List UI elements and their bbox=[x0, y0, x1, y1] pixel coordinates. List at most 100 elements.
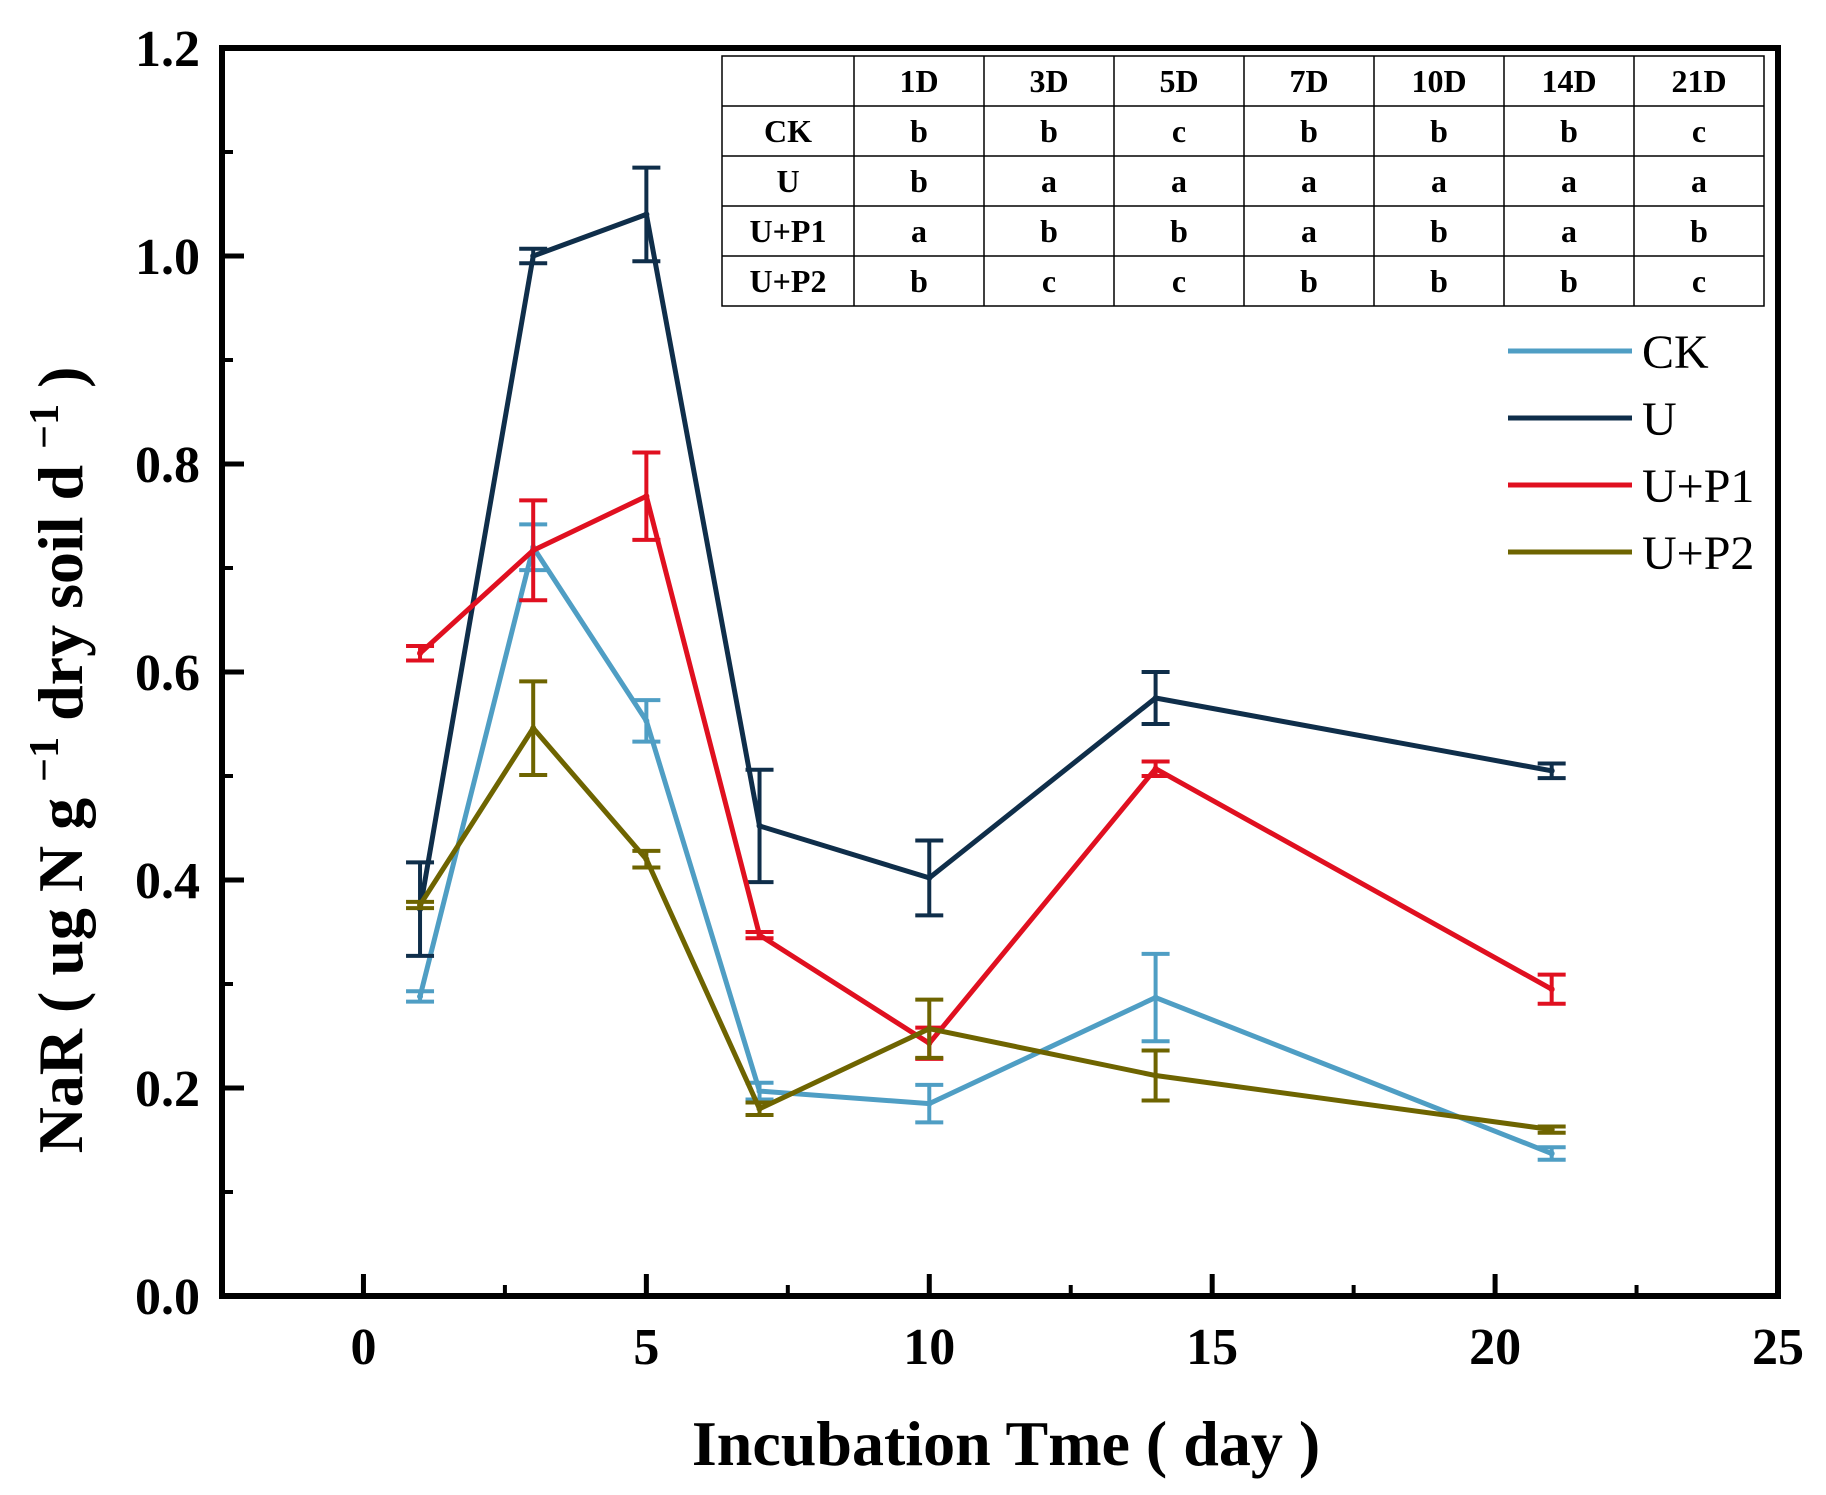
legend-label: U+P1 bbox=[1642, 460, 1754, 513]
error-bar bbox=[745, 930, 774, 941]
table-cell: b bbox=[910, 163, 928, 199]
error-bar bbox=[1537, 1145, 1566, 1162]
table-cell: a bbox=[1041, 163, 1057, 199]
data-point bbox=[530, 253, 537, 259]
table-cell: b bbox=[1690, 213, 1708, 249]
x-tick-label: 5 bbox=[633, 1319, 659, 1376]
table-cell: CK bbox=[764, 113, 812, 149]
data-point bbox=[1152, 1072, 1159, 1079]
data-point bbox=[643, 493, 650, 500]
series-u bbox=[406, 165, 1566, 958]
error-bar bbox=[519, 498, 548, 603]
y-tick-label: 0.8 bbox=[135, 437, 200, 494]
legend-label: U+P2 bbox=[1642, 527, 1754, 580]
table-header-cell: 14D bbox=[1541, 63, 1596, 99]
data-point bbox=[1152, 695, 1159, 701]
error-bar bbox=[632, 698, 661, 744]
table-cell: b bbox=[1300, 263, 1318, 299]
y-axis-title-main: NaR ( ug N g bbox=[25, 798, 96, 1154]
data-point bbox=[417, 993, 424, 1000]
error-bar bbox=[915, 838, 944, 918]
table-cell: a bbox=[1171, 163, 1187, 199]
error-bar bbox=[1537, 761, 1566, 781]
data-point bbox=[530, 725, 537, 732]
table-cell: b bbox=[1430, 113, 1448, 149]
error-bar bbox=[745, 1100, 774, 1118]
error-bar bbox=[1141, 951, 1170, 1044]
data-point bbox=[1548, 767, 1555, 774]
axes: 0 5 10 15 20 25 0.0 0.2 0.4 0.6 0.8 1.0 1.2 bbox=[135, 21, 1804, 1376]
legend: CK U U+P1 U+P2 bbox=[1508, 326, 1754, 580]
error-bar bbox=[1537, 1124, 1566, 1135]
table-header-cell: 5D bbox=[1159, 63, 1198, 99]
y-tick-label: 1.0 bbox=[135, 229, 200, 286]
table-cell: b bbox=[910, 263, 928, 299]
table-cell: b bbox=[1560, 263, 1578, 299]
series-ck bbox=[406, 522, 1566, 1162]
data-point bbox=[926, 1100, 933, 1107]
series-u-p1 bbox=[406, 450, 1566, 1061]
table-cell: U+P1 bbox=[750, 213, 827, 249]
x-tick-label: 10 bbox=[903, 1319, 955, 1376]
data-point bbox=[1152, 765, 1159, 772]
error-bar bbox=[406, 899, 435, 911]
table-cell: b bbox=[1430, 263, 1448, 299]
table-header-cell: 10D bbox=[1411, 63, 1466, 99]
table-cell: c bbox=[1692, 263, 1706, 299]
table-cell: U bbox=[776, 163, 799, 199]
legend-item-u-p2: U+P2 bbox=[1508, 527, 1754, 580]
error-bar bbox=[519, 246, 548, 266]
error-bar bbox=[632, 848, 661, 870]
data-point bbox=[643, 856, 650, 863]
data-point bbox=[926, 874, 933, 881]
error-bar bbox=[1537, 972, 1566, 1006]
legend-label: CK bbox=[1642, 326, 1709, 379]
series-line bbox=[417, 544, 1553, 1156]
data-point bbox=[1548, 1126, 1555, 1133]
y-tick-label: 0.2 bbox=[135, 1061, 200, 1118]
y-tick-label: 0.0 bbox=[135, 1269, 200, 1326]
table-cell: U+P2 bbox=[750, 263, 827, 299]
table-cell: b bbox=[910, 113, 928, 149]
table-cell: a bbox=[1431, 163, 1447, 199]
x-tick-label: 25 bbox=[1752, 1319, 1804, 1376]
data-point bbox=[926, 1025, 933, 1032]
error-bar bbox=[745, 767, 774, 885]
error-bar bbox=[632, 165, 661, 264]
y-tick-label: 0.4 bbox=[135, 853, 200, 910]
data-point bbox=[1152, 994, 1159, 1001]
table-cell: b bbox=[1300, 113, 1318, 149]
series-layer bbox=[406, 165, 1566, 1162]
data-point bbox=[1548, 1150, 1555, 1157]
table-header-cell: 1D bbox=[899, 63, 938, 99]
y-axis-title-mid: dry soil d bbox=[25, 465, 96, 721]
table-cell: b bbox=[1170, 213, 1188, 249]
series-line bbox=[417, 211, 1553, 910]
data-point bbox=[756, 822, 763, 829]
table-header-cell: 3D bbox=[1029, 63, 1068, 99]
table-cell: c bbox=[1042, 263, 1056, 299]
legend-item-ck: CK bbox=[1508, 326, 1709, 379]
x-tick-label: 0 bbox=[350, 1319, 376, 1376]
data-point bbox=[530, 547, 537, 554]
y-axis-title-end: ) bbox=[25, 367, 96, 388]
table-cell: a bbox=[1691, 163, 1707, 199]
data-point bbox=[756, 932, 763, 939]
error-bar bbox=[519, 679, 548, 777]
table-header-cell: 7D bbox=[1289, 63, 1328, 99]
data-point bbox=[643, 211, 650, 218]
table-cell: b bbox=[1040, 213, 1058, 249]
table-cell: c bbox=[1692, 113, 1706, 149]
y-tick-label: 1.2 bbox=[135, 21, 200, 78]
series-line bbox=[417, 725, 1553, 1133]
table-cell: a bbox=[1561, 163, 1577, 199]
series-line bbox=[418, 493, 1553, 1046]
table-cell: c bbox=[1172, 263, 1186, 299]
data-point bbox=[756, 1088, 763, 1095]
x-tick-label: 20 bbox=[1469, 1319, 1521, 1376]
error-bar bbox=[406, 644, 435, 663]
x-tick-label: 15 bbox=[1186, 1319, 1238, 1376]
table-header-cell: 21D bbox=[1671, 63, 1726, 99]
error-bar bbox=[915, 997, 944, 1060]
